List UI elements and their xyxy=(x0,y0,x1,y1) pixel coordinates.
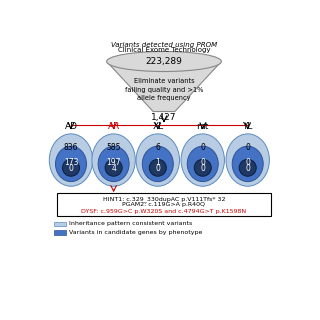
Text: Clinical Exome Technology: Clinical Exome Technology xyxy=(118,47,210,53)
Text: 1,427: 1,427 xyxy=(151,113,177,122)
Text: 0: 0 xyxy=(245,143,250,152)
Text: DYSF: c.959G>C p.W320S and c.4794G>T p.K1598N: DYSF: c.959G>C p.W320S and c.4794G>T p.K… xyxy=(81,209,247,213)
FancyBboxPatch shape xyxy=(54,222,66,226)
Text: 173: 173 xyxy=(64,158,78,167)
Text: 6: 6 xyxy=(156,143,160,152)
Ellipse shape xyxy=(142,146,173,182)
Text: PGAM2: c.119G>A p.R40Q: PGAM2: c.119G>A p.R40Q xyxy=(123,203,205,207)
Ellipse shape xyxy=(194,159,211,176)
FancyBboxPatch shape xyxy=(54,230,66,235)
Ellipse shape xyxy=(92,134,135,186)
Text: 4: 4 xyxy=(111,164,116,173)
Ellipse shape xyxy=(107,52,221,71)
Ellipse shape xyxy=(62,159,80,176)
Text: 223,289: 223,289 xyxy=(146,57,182,66)
Text: 0: 0 xyxy=(156,164,160,173)
Text: 585: 585 xyxy=(106,143,121,152)
Text: 0: 0 xyxy=(245,158,250,167)
Ellipse shape xyxy=(136,134,180,186)
Text: Inheritance pattern consistent variants: Inheritance pattern consistent variants xyxy=(69,221,192,227)
Text: 0: 0 xyxy=(68,164,73,173)
Ellipse shape xyxy=(55,146,86,182)
Text: 0: 0 xyxy=(245,164,250,173)
Text: AD: AD xyxy=(65,122,77,131)
Text: 197: 197 xyxy=(106,158,121,167)
Text: mt: mt xyxy=(196,122,209,131)
Text: 0: 0 xyxy=(200,143,205,152)
Ellipse shape xyxy=(232,146,263,182)
Ellipse shape xyxy=(149,159,166,176)
Ellipse shape xyxy=(49,134,93,186)
FancyBboxPatch shape xyxy=(57,193,271,215)
Text: AR: AR xyxy=(108,122,120,131)
Polygon shape xyxy=(107,61,221,112)
Ellipse shape xyxy=(226,134,269,186)
Ellipse shape xyxy=(98,146,129,182)
Text: YL: YL xyxy=(243,122,253,131)
Ellipse shape xyxy=(239,159,256,176)
Text: 0: 0 xyxy=(200,158,205,167)
Text: 836: 836 xyxy=(64,143,78,152)
Text: 1: 1 xyxy=(156,158,160,167)
Text: Variants detected using PROM: Variants detected using PROM xyxy=(111,42,217,48)
Text: HINT1: c.329_330dupAC p.V111Tfs* 32: HINT1: c.329_330dupAC p.V111Tfs* 32 xyxy=(103,196,225,202)
Text: 0: 0 xyxy=(200,164,205,173)
Text: Eliminate variants
failing quality and >1%
allele frequency: Eliminate variants failing quality and >… xyxy=(125,78,203,101)
Ellipse shape xyxy=(181,134,224,186)
Text: Variants in candidate genes by phenotype: Variants in candidate genes by phenotype xyxy=(69,230,202,235)
Ellipse shape xyxy=(105,159,122,176)
Text: XL: XL xyxy=(152,122,164,131)
Ellipse shape xyxy=(187,146,218,182)
